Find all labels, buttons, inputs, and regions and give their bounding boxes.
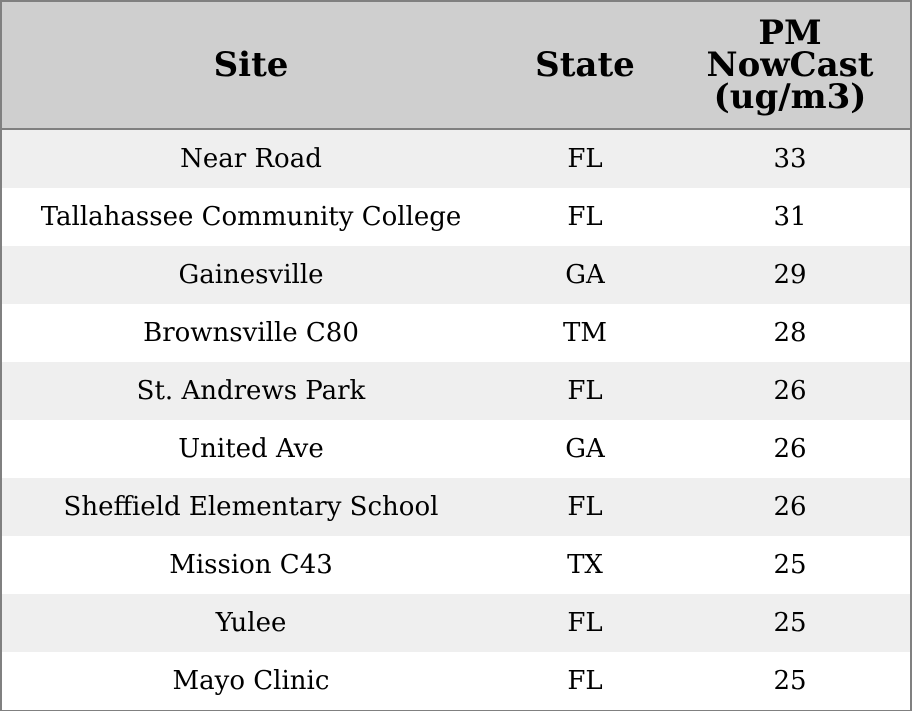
table-body: Near Road FL 33 Tallahassee Community Colle… <box>2 129 910 710</box>
cell-site: St. Andrews Park <box>2 362 500 420</box>
cell-state: FL <box>500 594 670 652</box>
cell-pm-value: 25 <box>670 652 910 710</box>
cell-pm-value: 31 <box>670 188 910 246</box>
cell-site: Brownsville C80 <box>2 304 500 362</box>
column-header-site: Site <box>2 2 500 130</box>
column-header-state: State <box>500 2 670 130</box>
table-header: Site State PM NowCast (ug/m3) <box>2 2 910 130</box>
cell-site: Tallahassee Community College <box>2 188 500 246</box>
cell-state: FL <box>500 129 670 188</box>
table-row: Sheffield Elementary School FL 26 <box>2 478 910 536</box>
table-row: Mayo Clinic FL 25 <box>2 652 910 710</box>
cell-pm-value: 33 <box>670 129 910 188</box>
cell-pm-value: 26 <box>670 362 910 420</box>
cell-state: TX <box>500 536 670 594</box>
table-row: Yulee FL 25 <box>2 594 910 652</box>
cell-pm-value: 26 <box>670 478 910 536</box>
cell-site: Yulee <box>2 594 500 652</box>
cell-pm-value: 28 <box>670 304 910 362</box>
header-row: Site State PM NowCast (ug/m3) <box>2 2 910 130</box>
cell-site: Mayo Clinic <box>2 652 500 710</box>
cell-site: Sheffield Elementary School <box>2 478 500 536</box>
table-row: Gainesville GA 29 <box>2 246 910 304</box>
table-row: St. Andrews Park FL 26 <box>2 362 910 420</box>
cell-site: Near Road <box>2 129 500 188</box>
cell-state: TM <box>500 304 670 362</box>
table-row: Mission C43 TX 25 <box>2 536 910 594</box>
cell-state: FL <box>500 652 670 710</box>
column-header-pm-nowcast: PM NowCast (ug/m3) <box>670 2 910 130</box>
cell-pm-value: 25 <box>670 594 910 652</box>
cell-site: Gainesville <box>2 246 500 304</box>
cell-pm-value: 29 <box>670 246 910 304</box>
table-row: Tallahassee Community College FL 31 <box>2 188 910 246</box>
cell-state: FL <box>500 188 670 246</box>
cell-state: FL <box>500 362 670 420</box>
table-row: United Ave GA 26 <box>2 420 910 478</box>
cell-site: Mission C43 <box>2 536 500 594</box>
cell-site: United Ave <box>2 420 500 478</box>
cell-pm-value: 25 <box>670 536 910 594</box>
cell-state: FL <box>500 478 670 536</box>
table-row: Brownsville C80 TM 28 <box>2 304 910 362</box>
cell-state: GA <box>500 246 670 304</box>
table-row: Near Road FL 33 <box>2 129 910 188</box>
cell-pm-value: 26 <box>670 420 910 478</box>
cell-state: GA <box>500 420 670 478</box>
